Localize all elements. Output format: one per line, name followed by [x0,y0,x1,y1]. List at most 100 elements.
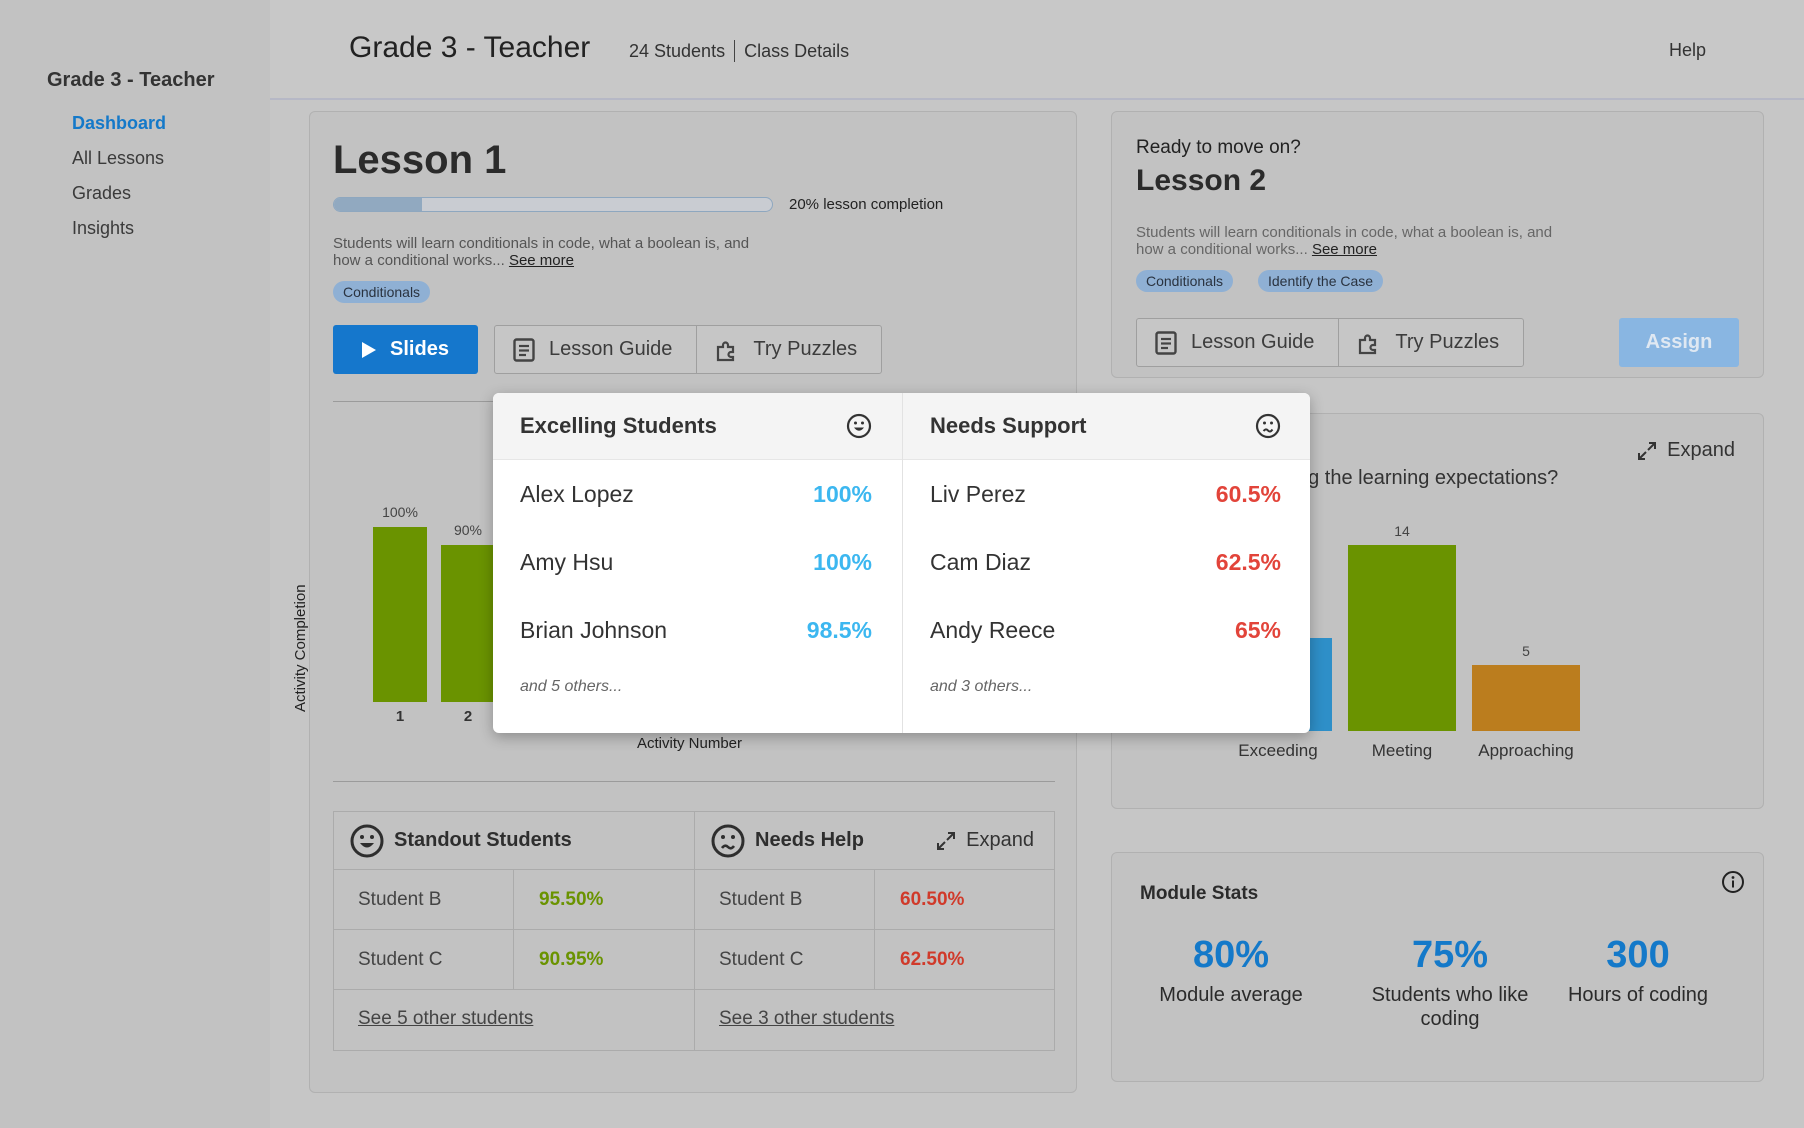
needs-help-header: Needs Help Expand [695,812,1054,870]
see-more-link[interactable]: See more [508,252,574,269]
worried-face-icon [1255,413,1281,439]
standout-students-column: Standout Students Student B 95.50% Stude… [334,812,694,1050]
table-row: Student B 95.50% [334,870,694,930]
lesson-progress-fill [334,198,422,211]
lesson-progress-label: 20% lesson completion [789,196,944,213]
lesson-2-title: Lesson 2 [1136,164,1267,197]
expand-icon [1638,441,1657,460]
see-more-link[interactable]: See more [1311,241,1377,258]
student-name: Brian Johnson [520,616,668,643]
needs-help-column: Needs Help Expand Student B 60.50% Stude… [694,812,1054,1050]
divider [734,40,736,62]
student-name: Student B [334,870,514,929]
stat-like-coding: 75% Students who like coding [1345,933,1555,1031]
standout-students-header: Standout Students [334,812,694,870]
tag-conditionals: Conditionals [1136,270,1234,292]
sidebar-item-all-lessons[interactable]: All Lessons [72,148,165,168]
sidebar-item-insights[interactable]: Insights [72,218,135,238]
tag-identify-the-case: Identify the Case [1258,270,1384,292]
needs-support-title: Needs Support [930,413,1087,438]
stat-label: Hours of coding [1567,984,1709,1006]
chart-bar [1348,545,1456,731]
description-text: Students will learn conditionals in code… [333,235,750,269]
lesson-2-description: Students will learn conditionals in code… [1136,224,1576,258]
student-score: 62.5% [1215,548,1281,575]
list-item[interactable]: Amy Hsu 100% [493,528,902,596]
excelling-students-header: Excelling Students [493,393,902,460]
lesson-guide-button[interactable]: Lesson Guide [1137,319,1338,366]
student-name: Student B [695,870,875,929]
sidebar-nav: Dashboard All Lessons Grades Insights [72,112,166,252]
stat-label: Module average [1159,984,1303,1006]
lesson-guide-button[interactable]: Lesson Guide [495,326,696,373]
tag-conditionals: Conditionals [333,281,431,303]
needs-support-header: Needs Support [903,393,1310,460]
bar-value-label: 100% [382,504,418,520]
ready-to-move-on-label: Ready to move on? [1136,137,1301,158]
student-name: Cam Diaz [930,548,1031,575]
class-meta: 24 Students Class Details [629,40,849,62]
try-puzzles-button[interactable]: Try Puzzles [696,326,881,373]
needs-help-title: Needs Help [755,829,864,851]
others-count: and 5 others... [520,678,623,695]
expand-label: Expand [966,829,1034,851]
list-item[interactable]: Cam Diaz 62.5% [903,528,1310,596]
student-name: Amy Hsu [520,548,614,575]
assign-button[interactable]: Assign [1619,318,1739,367]
student-score: 95.50% [539,888,604,910]
puzzle-icon [717,340,735,361]
stat-value: 75% [1411,934,1489,976]
list-item[interactable]: Brian Johnson 98.5% [493,596,902,664]
see-other-students-link[interactable]: See 3 other students [719,1008,895,1029]
category-label: Approaching [1478,741,1574,760]
student-score: 90.95% [539,948,604,970]
lesson-progress-bar [333,197,773,212]
student-score: 100% [813,548,872,575]
help-link[interactable]: Help [1668,40,1706,60]
needs-support-column: Needs Support Liv Perez 60.5% Cam Diaz 6… [902,393,1310,733]
list-item[interactable]: Andy Reece 65% [903,596,1310,664]
lesson-1-actions: Lesson Guide Try Puzzles [494,325,883,374]
try-puzzles-button[interactable]: Try Puzzles [1338,319,1523,366]
stat-value: 80% [1192,934,1270,976]
expand-button[interactable]: Expand [1637,439,1735,462]
chart-bar [1472,664,1580,731]
sidebar-item-grades[interactable]: Grades [72,183,132,203]
student-score: 100% [813,480,872,507]
description-text: Students will learn conditionals in code… [1136,224,1553,258]
list-item[interactable]: Liv Perez 60.5% [903,460,1310,528]
sidebar-item-dashboard[interactable]: Dashboard [72,113,167,133]
module-stats-card: Module Stats 80% Module average 75% Stud… [1111,852,1764,1082]
student-count: 24 Students [629,40,726,61]
y-axis-label: Activity Completion [292,584,309,712]
lesson-2-actions: Lesson Guide Try Puzzles [1136,318,1525,367]
x-axis-label: Activity Number [637,735,743,752]
expand-button[interactable]: Expand [936,829,1034,852]
table-row: Student C 62.50% [695,930,1054,990]
student-score: 60.50% [900,888,965,910]
lesson-guide-label: Lesson Guide [1191,331,1315,353]
category-label: Meeting [1371,741,1433,760]
worried-face-icon [711,824,745,857]
bar-value-label: 14 [1394,523,1410,539]
expectations-question: ting the learning expectations? [1287,467,1559,489]
expand-label: Expand [1667,439,1735,461]
table-row: Student B 60.50% [695,870,1054,930]
student-name: Alex Lopez [520,480,634,507]
list-item[interactable]: Alex Lopez 100% [493,460,902,528]
lesson-guide-label: Lesson Guide [549,338,673,360]
document-icon [513,337,535,362]
see-other-students-link[interactable]: See 5 other students [358,1008,534,1029]
chart-bar [441,544,495,702]
happy-face-icon [846,413,872,439]
slides-button[interactable]: Slides [333,325,478,374]
class-details-link[interactable]: Class Details [744,40,850,61]
student-performance-popup: Excelling Students Alex Lopez 100% Amy H… [493,393,1310,733]
sidebar: Grade 3 - Teacher Dashboard All Lessons … [0,0,270,1128]
play-icon [362,341,377,358]
info-icon[interactable] [1721,870,1745,899]
category-label: Exceeding [1238,741,1318,760]
lesson-1-description: Students will learn conditionals in code… [333,235,773,269]
standout-students-title: Standout Students [394,829,572,851]
student-name: Liv Perez [930,480,1026,507]
